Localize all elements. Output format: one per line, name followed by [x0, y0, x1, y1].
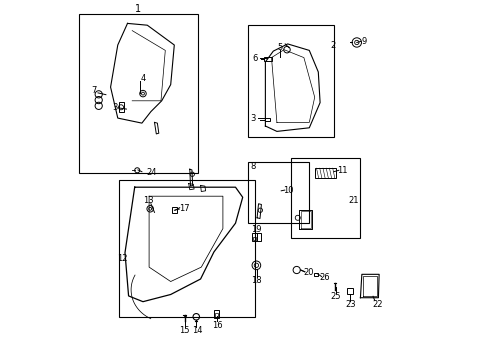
Bar — [214, 310, 219, 318]
Text: 18: 18 — [251, 276, 262, 285]
Text: 14: 14 — [191, 326, 202, 335]
Text: 3: 3 — [250, 114, 255, 122]
Text: 4: 4 — [140, 74, 145, 83]
Text: 13: 13 — [142, 197, 153, 205]
Text: 12: 12 — [117, 254, 127, 263]
Text: 7: 7 — [91, 86, 97, 95]
Text: 1: 1 — [135, 4, 141, 14]
Bar — [79, 14, 197, 173]
Bar — [346, 288, 352, 294]
Bar — [291, 158, 359, 238]
Bar — [118, 102, 123, 112]
Bar — [252, 237, 256, 240]
Text: 23: 23 — [345, 300, 356, 309]
Bar — [215, 313, 218, 317]
Text: 15: 15 — [179, 326, 190, 335]
Bar — [247, 25, 334, 137]
Text: 6: 6 — [252, 54, 258, 63]
Bar — [251, 233, 261, 241]
Text: 10: 10 — [283, 186, 293, 195]
Text: 17: 17 — [178, 204, 189, 212]
Text: 9: 9 — [361, 37, 366, 46]
Text: 21: 21 — [347, 197, 358, 205]
Text: 8: 8 — [250, 162, 255, 171]
Text: 2: 2 — [329, 41, 335, 50]
Text: 19: 19 — [251, 225, 262, 234]
Bar — [265, 118, 270, 121]
Text: 16: 16 — [211, 321, 222, 330]
Text: 24: 24 — [146, 168, 157, 177]
Text: 20: 20 — [303, 269, 313, 277]
Text: 26: 26 — [319, 273, 329, 282]
Bar — [313, 273, 317, 276]
Bar — [247, 162, 309, 223]
Text: 5: 5 — [277, 43, 283, 52]
Text: 11: 11 — [337, 166, 347, 175]
Text: 25: 25 — [330, 292, 341, 301]
Bar — [118, 180, 255, 317]
Text: 22: 22 — [372, 300, 382, 309]
Bar — [314, 168, 336, 178]
Bar — [263, 57, 271, 61]
Text: 3: 3 — [112, 103, 117, 112]
Bar — [171, 207, 177, 213]
